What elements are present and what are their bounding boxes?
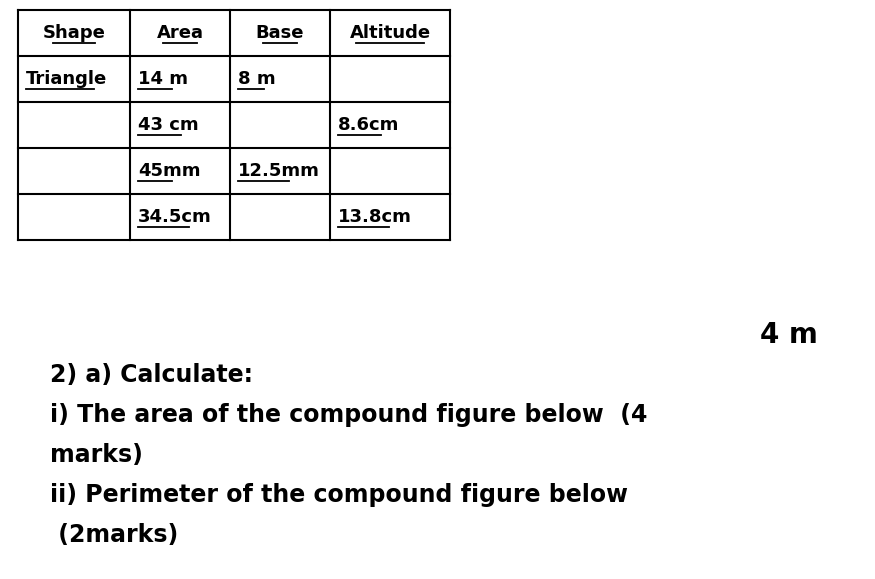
Text: Base: Base (255, 24, 304, 42)
Text: 8.6cm: 8.6cm (338, 116, 399, 134)
Text: 12.5mm: 12.5mm (238, 162, 320, 180)
Text: 4 m: 4 m (760, 321, 818, 349)
Text: Area: Area (157, 24, 204, 42)
Text: (2marks): (2marks) (50, 523, 178, 547)
Text: 2) a) Calculate:: 2) a) Calculate: (50, 363, 253, 387)
Text: 45mm: 45mm (138, 162, 200, 180)
Text: 8 m: 8 m (238, 70, 276, 88)
Text: Triangle: Triangle (26, 70, 108, 88)
Text: 34.5cm: 34.5cm (138, 208, 212, 226)
Text: 43 cm: 43 cm (138, 116, 199, 134)
Text: 14 m: 14 m (138, 70, 188, 88)
Text: marks): marks) (50, 443, 143, 467)
Text: Shape: Shape (43, 24, 106, 42)
Text: ii) Perimeter of the compound figure below: ii) Perimeter of the compound figure bel… (50, 483, 628, 507)
Text: i) The area of the compound figure below  (4: i) The area of the compound figure below… (50, 403, 648, 427)
Text: 13.8cm: 13.8cm (338, 208, 412, 226)
Text: Altitude: Altitude (349, 24, 430, 42)
